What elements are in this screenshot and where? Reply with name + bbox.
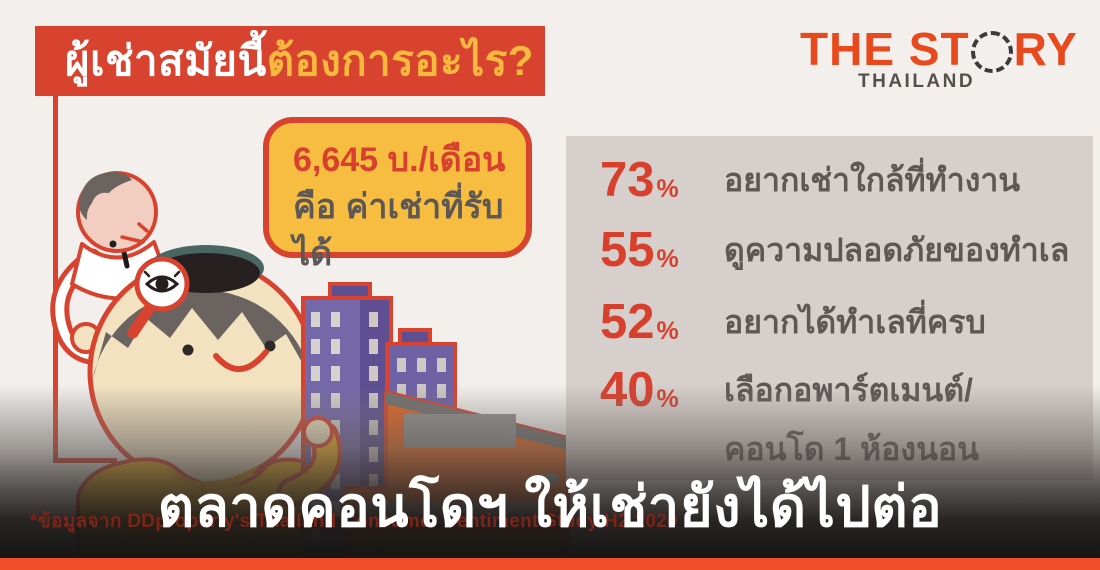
logo-text-part2: RY xyxy=(1013,23,1078,75)
title-banner: ผู้เช่าสมัยนี้ ต้องการอะไร? xyxy=(35,26,545,96)
logo-text-part1: THE ST xyxy=(800,23,970,75)
stat-value: 55 xyxy=(600,222,655,277)
magnifier-eye-icon xyxy=(127,256,190,339)
stat-unit: % xyxy=(656,244,679,273)
bottom-gradient-overlay xyxy=(0,385,1100,559)
stat-unit: % xyxy=(656,174,679,203)
rent-price-value: 6,645 บ./เดือน xyxy=(293,141,506,179)
bottom-orange-strip xyxy=(0,558,1100,570)
source-note: *ข้อมูลจาก DDproperty's Thailand Consume… xyxy=(30,511,678,532)
stat-row: 52% อยากได้ทำเลที่ครบ xyxy=(600,294,986,350)
banner-connector-vertical-line xyxy=(53,96,58,462)
headline-text: ตลาดคอนโดฯ ให้เช่ายังได้ไปต่อ xyxy=(157,474,943,538)
logo-o-dashed-circle-icon xyxy=(970,31,1013,73)
logo-subtitle: THAILAND xyxy=(858,70,976,92)
stat-label: อยากเช่าใกล้ที่ทำงาน xyxy=(724,161,1021,198)
rent-price-callout: 6,645 บ./เดือน คือ ค่าเช่าที่รับได้ xyxy=(263,117,532,273)
stat-row: 55% ดูความปลอดภัยของทำเล xyxy=(600,222,1069,278)
stat-label: อยากได้ทำเลที่ครบ xyxy=(724,303,986,340)
the-story-thailand-logo: THE ST RY THAILAND xyxy=(800,24,1080,93)
stat-label: ดูความปลอดภัยของทำเล xyxy=(724,231,1070,268)
rent-price-caption: คือ ค่าเช่าที่รับได้ xyxy=(293,187,504,273)
title-banner-yellow-text: ต้องการอะไร? xyxy=(266,37,534,84)
stat-row: 73% อยากเช่าใกล้ที่ทำงาน xyxy=(600,152,1020,208)
title-banner-white-text: ผู้เช่าสมัยนี้ xyxy=(65,37,267,84)
stat-unit: % xyxy=(656,316,679,345)
stat-value: 73 xyxy=(600,152,655,207)
stat-value: 52 xyxy=(600,294,655,349)
